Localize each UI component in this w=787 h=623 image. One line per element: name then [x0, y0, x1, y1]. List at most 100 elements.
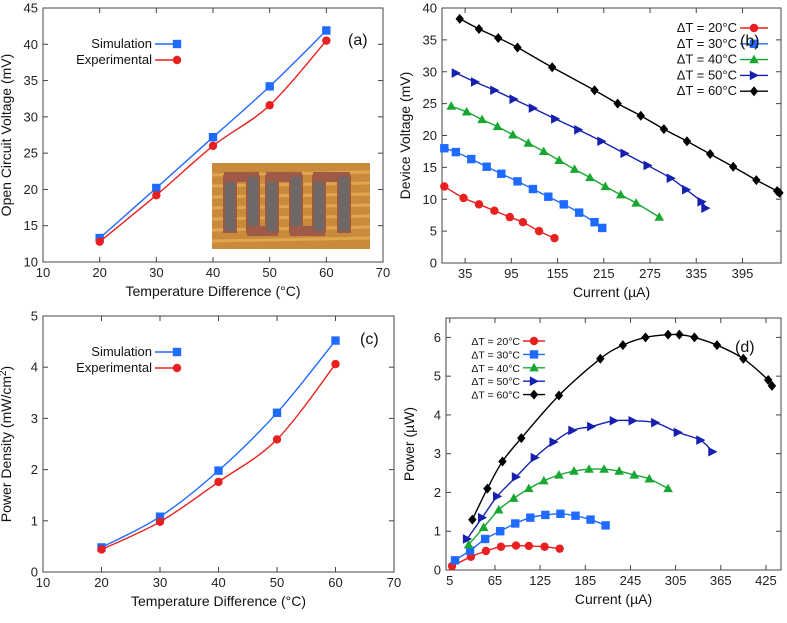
- y-tick-label: 4: [31, 360, 38, 375]
- data-point: [556, 509, 565, 518]
- data-point: [505, 212, 514, 222]
- x-tick-label: 5: [446, 573, 453, 588]
- x-tick-label: 35: [458, 266, 472, 281]
- legend-label: ΔT = 40°C: [471, 363, 520, 375]
- data-point: [509, 94, 519, 104]
- x-tick-label: 70: [376, 265, 390, 280]
- x-tick-label: 125: [529, 573, 551, 588]
- legend-marker: [749, 23, 759, 33]
- data-point: [613, 98, 622, 109]
- data-point: [474, 200, 484, 209]
- data-point: [708, 446, 718, 457]
- data-point: [524, 541, 534, 551]
- data-point: [618, 340, 628, 351]
- data-point: [554, 155, 564, 164]
- y-tick-label: 35: [423, 32, 437, 47]
- data-point: [95, 237, 104, 246]
- legend-label: Simulation: [91, 344, 152, 359]
- series-b-4: [455, 13, 784, 198]
- chart-d: 5 65 125 185 245 305 365 425 0 1 2 3 4 5 6 Current (µA)…: [401, 317, 782, 607]
- y-tick-label: 5: [430, 224, 437, 239]
- data-point: [538, 146, 549, 156]
- y-tick-label: 30: [24, 109, 38, 124]
- data-point: [493, 504, 504, 514]
- y-axis-label-end: ): [0, 366, 14, 371]
- data-point: [463, 539, 474, 549]
- data-point: [559, 200, 568, 209]
- data-point: [97, 545, 106, 554]
- data-point: [508, 493, 519, 502]
- photo-te-leg: [289, 175, 303, 233]
- data-point: [511, 472, 522, 482]
- y-axis-label-text: Power Density (mW/cm: [0, 376, 14, 522]
- y-tick-label: 35: [24, 73, 38, 88]
- data-point: [673, 427, 683, 438]
- data-point: [550, 233, 559, 243]
- series-b-1: [440, 144, 607, 233]
- data-point: [494, 32, 503, 43]
- panel-label: (b): [740, 33, 760, 50]
- data-point: [526, 513, 535, 522]
- data-point: [597, 136, 607, 147]
- data-point: [569, 466, 579, 475]
- y-tick-label: 0: [430, 256, 437, 271]
- data-point: [631, 198, 641, 207]
- series-line: [101, 363, 337, 551]
- y-tick-label: 2: [434, 485, 441, 500]
- legend-marker: [529, 376, 539, 386]
- panel-label: (c): [360, 331, 379, 348]
- legend-marker: [529, 350, 539, 359]
- data-point: [629, 470, 640, 479]
- photo-connector-top: [266, 172, 302, 182]
- x-tick-label: 185: [574, 573, 596, 588]
- photo-texture-line: [211, 236, 371, 243]
- data-point: [490, 206, 499, 215]
- y-tick-label: 25: [423, 96, 437, 111]
- data-point: [331, 359, 340, 369]
- data-point: [568, 425, 578, 436]
- data-point: [601, 521, 610, 530]
- x-tick-label: 95: [504, 266, 518, 281]
- data-point: [682, 136, 692, 147]
- data-point: [584, 464, 594, 473]
- panel-label: (d): [735, 339, 755, 356]
- x-tick-label: 40: [206, 265, 220, 280]
- data-point: [480, 534, 490, 544]
- data-point: [696, 435, 706, 445]
- data-point: [496, 542, 506, 551]
- data-point: [609, 415, 619, 426]
- legend-marker: [749, 86, 759, 97]
- legend-marker: [529, 362, 539, 372]
- data-point: [587, 421, 597, 432]
- data-point: [477, 114, 487, 124]
- x-axis-label: Temperature Difference (°C): [126, 283, 301, 299]
- x-axis-label: Current (µA): [573, 284, 650, 300]
- data-point: [697, 197, 707, 207]
- data-point: [446, 101, 457, 110]
- y-tick-label: 5: [31, 309, 38, 324]
- series-c-1: [97, 359, 340, 554]
- data-point: [155, 517, 165, 527]
- data-point: [643, 160, 653, 171]
- y-tick-label: 20: [24, 182, 38, 197]
- data-point: [482, 162, 491, 171]
- chart-c: 10 20 30 40 50 60 70 0 1 2 3 4 5 Temperature Differen…: [0, 309, 401, 610]
- data-point: [541, 510, 550, 520]
- data-point: [478, 522, 489, 531]
- data-point: [524, 483, 534, 493]
- legend-label: ΔT = 20°C: [471, 336, 520, 348]
- legend-label: ΔT = 40°C: [677, 52, 737, 67]
- y-tick-label: 10: [423, 192, 437, 207]
- data-point: [455, 13, 464, 24]
- y-axis-label-text: Device Voltage (mV): [397, 72, 413, 200]
- y-tick-label: 3: [434, 446, 441, 461]
- legend-marker: [172, 55, 182, 65]
- data-point: [767, 380, 777, 391]
- legend-marker: [529, 389, 539, 400]
- data-point: [468, 514, 477, 525]
- y-tick-label: 45: [24, 1, 38, 16]
- photo-te-leg: [337, 175, 351, 233]
- x-tick-label: 10: [36, 575, 50, 590]
- series-d-2: [463, 464, 673, 549]
- series-d-4: [468, 329, 777, 525]
